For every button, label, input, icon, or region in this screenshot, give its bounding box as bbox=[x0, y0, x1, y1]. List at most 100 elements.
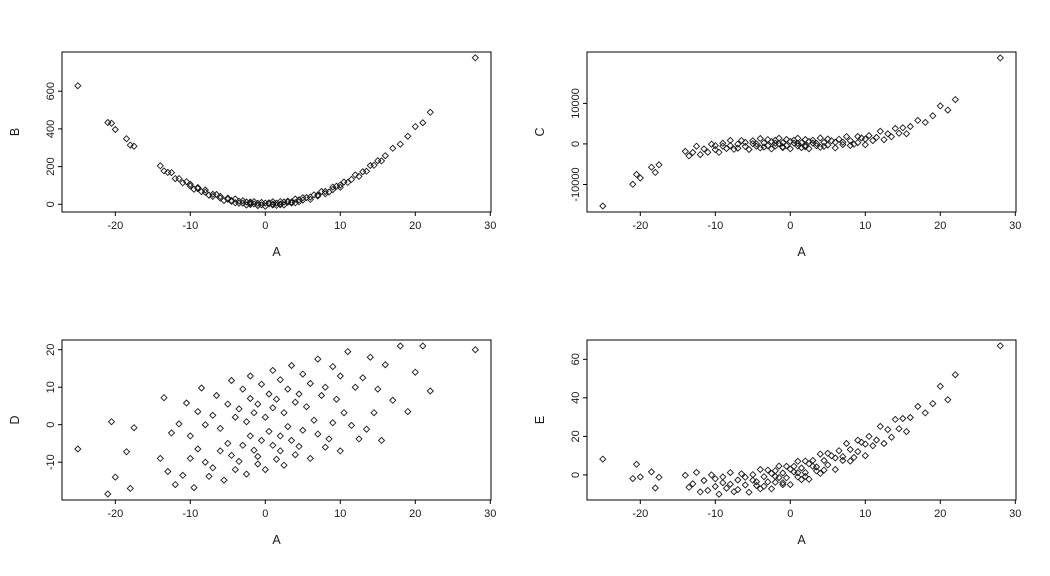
data-point-diamond bbox=[205, 191, 213, 199]
data-point-diamond bbox=[685, 483, 693, 491]
data-point-diamond bbox=[685, 152, 693, 160]
data-point-diamond bbox=[805, 460, 813, 468]
data-point-diamond bbox=[107, 119, 116, 127]
data-point-diamond bbox=[295, 442, 303, 451]
data-point-diamond bbox=[272, 395, 281, 403]
data-point-diamond bbox=[235, 457, 243, 466]
y-tick-label: -10000 bbox=[570, 167, 582, 201]
data-point-diamond bbox=[269, 198, 277, 206]
data-point-diamond bbox=[246, 372, 254, 380]
data-point-diamond bbox=[869, 136, 877, 145]
data-point-diamond bbox=[854, 138, 862, 147]
data-point-diamond bbox=[276, 432, 284, 440]
data-point-diamond bbox=[362, 425, 371, 433]
data-point-diamond bbox=[854, 436, 862, 444]
data-point-diamond bbox=[936, 382, 944, 390]
data-point-diamond bbox=[707, 471, 716, 479]
data-point-diamond bbox=[160, 394, 168, 402]
plot-box bbox=[586, 51, 1017, 213]
data-point-diamond bbox=[167, 168, 176, 177]
data-point-diamond bbox=[801, 143, 809, 151]
data-point-diamond bbox=[389, 144, 397, 152]
data-point-diamond bbox=[471, 346, 479, 354]
x-axis-title: A bbox=[797, 533, 806, 547]
data-point-diamond bbox=[231, 195, 239, 203]
data-point-diamond bbox=[194, 407, 202, 416]
data-point-diamond bbox=[726, 141, 734, 150]
data-point-diamond bbox=[355, 435, 363, 443]
data-point-diamond bbox=[756, 144, 764, 152]
data-point-diamond bbox=[272, 199, 281, 207]
data-point-diamond bbox=[734, 144, 742, 152]
data-point-diamond bbox=[336, 372, 344, 380]
data-point-diamond bbox=[820, 138, 828, 147]
x-axis-title: A bbox=[797, 245, 806, 259]
data-point-diamond bbox=[700, 476, 708, 485]
data-point-diamond bbox=[786, 145, 794, 153]
data-point-diamond bbox=[779, 139, 787, 147]
data-point-diamond bbox=[692, 142, 701, 150]
data-point-diamond bbox=[209, 464, 217, 472]
data-point-diamond bbox=[824, 461, 832, 469]
data-point-diamond bbox=[775, 473, 783, 482]
y-axis-title: D bbox=[8, 415, 22, 424]
data-point-diamond bbox=[396, 342, 404, 350]
data-point-diamond bbox=[389, 396, 397, 404]
data-point-diamond bbox=[812, 467, 821, 475]
data-point-diamond bbox=[824, 449, 832, 457]
data-point-diamond bbox=[704, 148, 712, 156]
x-tick-label: 20 bbox=[409, 220, 421, 232]
data-point-diamond bbox=[820, 456, 828, 465]
data-point-diamond bbox=[359, 168, 367, 176]
x-tick-label: 30 bbox=[1009, 220, 1021, 232]
x-tick-label: 0 bbox=[787, 220, 793, 232]
data-point-diamond bbox=[167, 429, 176, 437]
data-point-diamond bbox=[760, 473, 768, 481]
data-point-diamond bbox=[801, 468, 809, 477]
data-point-diamond bbox=[377, 436, 386, 445]
data-point-diamond bbox=[741, 142, 749, 151]
data-point-diamond bbox=[314, 430, 322, 438]
y-axis-title: E bbox=[533, 416, 547, 424]
y-tick-label: 40 bbox=[570, 392, 582, 404]
data-point-diamond bbox=[212, 391, 221, 400]
x-tick-label: -10 bbox=[707, 220, 723, 232]
data-point-diamond bbox=[351, 171, 359, 179]
data-point-diamond bbox=[812, 463, 821, 471]
data-point-diamond bbox=[651, 168, 659, 177]
data-point-diamond bbox=[887, 433, 896, 441]
data-point-diamond bbox=[272, 455, 281, 463]
data-point-diamond bbox=[246, 198, 254, 206]
x-tick-label: 20 bbox=[934, 508, 946, 520]
data-point-diamond bbox=[809, 136, 817, 144]
data-point-diamond bbox=[779, 143, 787, 151]
data-point-diamond bbox=[760, 143, 768, 151]
data-point-diamond bbox=[775, 134, 783, 142]
data-point-diamond bbox=[827, 452, 836, 460]
data-point-diamond bbox=[794, 139, 802, 148]
data-point-diamond bbox=[745, 488, 753, 496]
x-tick-label: 10 bbox=[334, 508, 346, 520]
data-point-diamond bbox=[404, 132, 412, 140]
data-point-diamond bbox=[205, 472, 213, 481]
data-point-diamond bbox=[839, 138, 847, 146]
y-tick-label: 10000 bbox=[570, 88, 582, 119]
data-point-diamond bbox=[265, 390, 273, 398]
data-point-diamond bbox=[269, 441, 277, 449]
data-point-diamond bbox=[726, 468, 734, 477]
data-point-diamond bbox=[846, 457, 854, 465]
data-point-diamond bbox=[250, 446, 258, 454]
data-point-diamond bbox=[250, 409, 258, 417]
data-point-diamond bbox=[906, 413, 914, 422]
data-point-diamond bbox=[764, 466, 772, 474]
data-point-diamond bbox=[276, 447, 284, 455]
data-point-diamond bbox=[265, 199, 273, 207]
data-point-diamond bbox=[242, 470, 251, 478]
data-point-diamond bbox=[767, 137, 776, 146]
y-tick-label: -10 bbox=[45, 454, 57, 470]
data-point-diamond bbox=[227, 451, 236, 460]
data-point-diamond bbox=[899, 414, 907, 423]
data-point-diamond bbox=[182, 399, 191, 407]
data-point-diamond bbox=[122, 135, 131, 143]
y-tick-label: 0 bbox=[570, 141, 582, 147]
